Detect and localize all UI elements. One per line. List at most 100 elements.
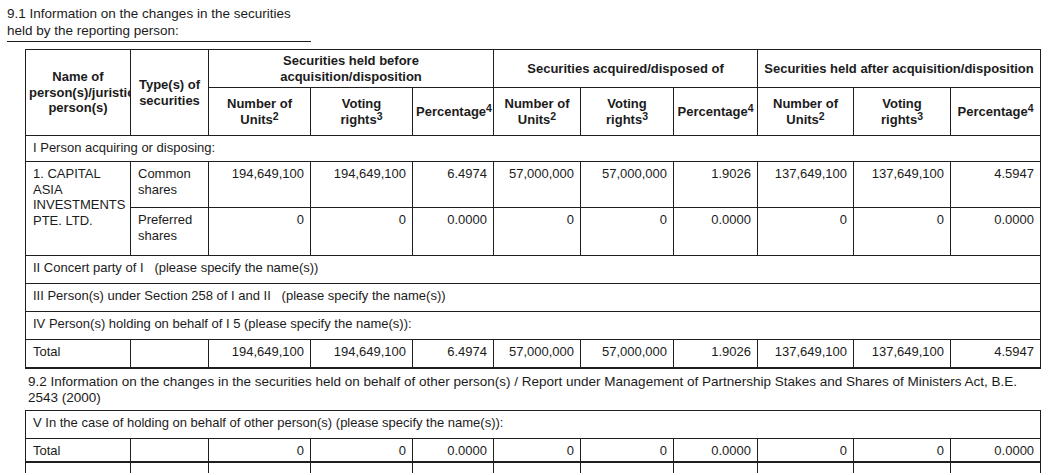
section-row-i: I Person acquiring or disposing: <box>26 136 1041 162</box>
units-after-cell: 137,649,100 <box>758 162 854 208</box>
voting-footnote-ref: 3 <box>377 110 383 122</box>
voting-acquired-cell: 57,000,000 <box>581 162 674 208</box>
total-voting-after-cell: 137,649,100 <box>854 340 951 368</box>
voting-after-cell: 137,649,100 <box>854 162 951 208</box>
total-units-before-cell: 194,649,100 <box>209 340 311 368</box>
section-iii-label: III Person(s) under Section 258 of I and… <box>26 284 1041 312</box>
col-header-units-before: Number of Units2 <box>209 88 311 136</box>
voting-footnote-ref: 3 <box>917 110 923 122</box>
section-row-ii: II Concert party of I (please specify th… <box>26 256 1041 284</box>
total-percentage-before-cell: 6.4974 <box>413 340 494 368</box>
section-ii-label: II Concert party of I (please specify th… <box>26 256 1041 284</box>
units-before-cell: 0 <box>209 208 311 256</box>
total-units-acquired-cell: 57,000,000 <box>494 340 581 368</box>
units-label-line1: Number of <box>505 96 570 111</box>
percentage-label: Percentage <box>416 104 486 119</box>
col-header-percentage-acquired: Percentage4 <box>674 88 758 136</box>
percentage-after-cell: 0.0000 <box>951 208 1041 256</box>
col-group-held-before: Securities held before acquisition/dispo… <box>209 50 494 88</box>
section-row-v: V In the case of holding on behalf of ot… <box>26 410 1041 438</box>
total-percentage-acquired-cell: 0.0000 <box>674 438 758 462</box>
total-type-cell-empty <box>131 340 209 368</box>
securities-changes-table: Name of person(s)/juristic person(s) Typ… <box>25 49 1041 369</box>
col-header-units-after: Number of Units2 <box>758 88 854 136</box>
percentage-label: Percentage <box>678 104 748 119</box>
total-units-after-cell: 0 <box>758 438 854 462</box>
total-percentage-acquired-cell: 1.9026 <box>674 340 758 368</box>
voting-label-line2: rights <box>881 112 917 127</box>
header-group-row: Name of person(s)/juristic person(s) Typ… <box>26 50 1041 88</box>
percentage-footnote-ref: 4 <box>1028 102 1034 114</box>
table-row-preferred-shares: Preferred shares 0 0 0.0000 0 0 0.0000 0… <box>26 208 1041 256</box>
total-percentage-after-cell: 4.5947 <box>951 340 1041 368</box>
percentage-label: Percentage <box>958 104 1028 119</box>
total-percentage-after-cell: 0.0000 <box>951 438 1041 462</box>
security-type-cell: Common shares <box>131 162 209 208</box>
percentage-acquired-cell: 0.0000 <box>674 208 758 256</box>
total-label-cell: Total <box>26 438 131 462</box>
units-footnote-ref: 2 <box>819 110 825 122</box>
col-header-voting-before: Voting rights3 <box>311 88 413 136</box>
units-footnote-ref: 2 <box>550 110 556 122</box>
voting-before-cell: 0 <box>311 208 413 256</box>
section-v-label: V In the case of holding on behalf of ot… <box>26 410 1041 438</box>
section-row-iii: III Person(s) under Section 258 of I and… <box>26 284 1041 312</box>
section-9-1-heading-line1: 9.1 Information on the changes in the se… <box>7 5 311 22</box>
total-voting-acquired-cell: 57,000,000 <box>581 340 674 368</box>
units-label-line1: Number of <box>773 96 838 111</box>
voting-label-line1: Voting <box>882 96 921 111</box>
total-voting-before-cell: 0 <box>311 438 413 462</box>
units-label-line1: Number of <box>227 96 292 111</box>
percentage-before-cell: 0.0000 <box>413 208 494 256</box>
percentage-after-cell: 4.5947 <box>951 162 1041 208</box>
col-header-name: Name of person(s)/juristic person(s) <box>26 50 131 136</box>
total-voting-acquired-cell: 0 <box>581 438 674 462</box>
col-header-percentage-after: Percentage4 <box>951 88 1041 136</box>
col-header-type: Type(s) of securities <box>131 50 209 136</box>
col-header-voting-after: Voting rights3 <box>854 88 951 136</box>
section-9-1-heading-line2: held by the reporting person: <box>7 22 311 42</box>
voting-label-line1: Voting <box>342 96 381 111</box>
units-label-line2: Units <box>786 112 819 127</box>
units-before-cell: 194,649,100 <box>209 162 311 208</box>
voting-label-line1: Voting <box>607 96 646 111</box>
table1-total-row: Total 194,649,100 194,649,100 6.4974 57,… <box>26 340 1041 368</box>
table2-total-row: Total 0 0 0.0000 0 0 0.0000 0 0 0.0000 <box>26 438 1041 462</box>
total-voting-after-cell: 0 <box>854 438 951 462</box>
total-label-cell: Total <box>26 340 131 368</box>
section-9-2-heading: 9.2 Information on the changes in the se… <box>28 374 1041 407</box>
total-percentage-before-cell: 0.0000 <box>413 438 494 462</box>
col-header-voting-acquired: Voting rights3 <box>581 88 674 136</box>
section-iv-label: IV Person(s) holding on behalf of I 5 (p… <box>26 312 1041 340</box>
holding-on-behalf-table: V In the case of holding on behalf of ot… <box>25 410 1041 474</box>
percentage-acquired-cell: 1.9026 <box>674 162 758 208</box>
voting-label-line2: rights <box>606 112 642 127</box>
units-acquired-cell: 57,000,000 <box>494 162 581 208</box>
total-units-after-cell: 137,649,100 <box>758 340 854 368</box>
voting-footnote-ref: 3 <box>642 110 648 122</box>
col-header-percentage-before: Percentage4 <box>413 88 494 136</box>
voting-acquired-cell: 0 <box>581 208 674 256</box>
table-row-common-shares: 1. CAPITAL ASIA INVESTMENTS PTE. LTD. Co… <box>26 162 1041 208</box>
voting-label-line2: rights <box>341 112 377 127</box>
total-type-cell-empty <box>131 438 209 462</box>
clipped-next-row <box>26 462 1041 473</box>
total-units-before-cell: 0 <box>209 438 311 462</box>
section-i-label: I Person acquiring or disposing: <box>26 136 1041 162</box>
entity-name-cell: 1. CAPITAL ASIA INVESTMENTS PTE. LTD. <box>26 162 131 256</box>
units-label-line2: Units <box>518 112 551 127</box>
percentage-footnote-ref: 4 <box>486 102 492 114</box>
security-type-cell: Preferred shares <box>131 208 209 256</box>
section-9-1-heading: 9.1 Information on the changes in the se… <box>7 5 311 42</box>
units-after-cell: 0 <box>758 208 854 256</box>
units-footnote-ref: 2 <box>273 110 279 122</box>
units-acquired-cell: 0 <box>494 208 581 256</box>
voting-before-cell: 194,649,100 <box>311 162 413 208</box>
col-group-held-after: Securities held after acquisition/dispos… <box>758 50 1041 88</box>
section-row-iv: IV Person(s) holding on behalf of I 5 (p… <box>26 312 1041 340</box>
total-units-acquired-cell: 0 <box>494 438 581 462</box>
col-header-units-acquired: Number of Units2 <box>494 88 581 136</box>
voting-after-cell: 0 <box>854 208 951 256</box>
units-label-line2: Units <box>240 112 273 127</box>
total-voting-before-cell: 194,649,100 <box>311 340 413 368</box>
